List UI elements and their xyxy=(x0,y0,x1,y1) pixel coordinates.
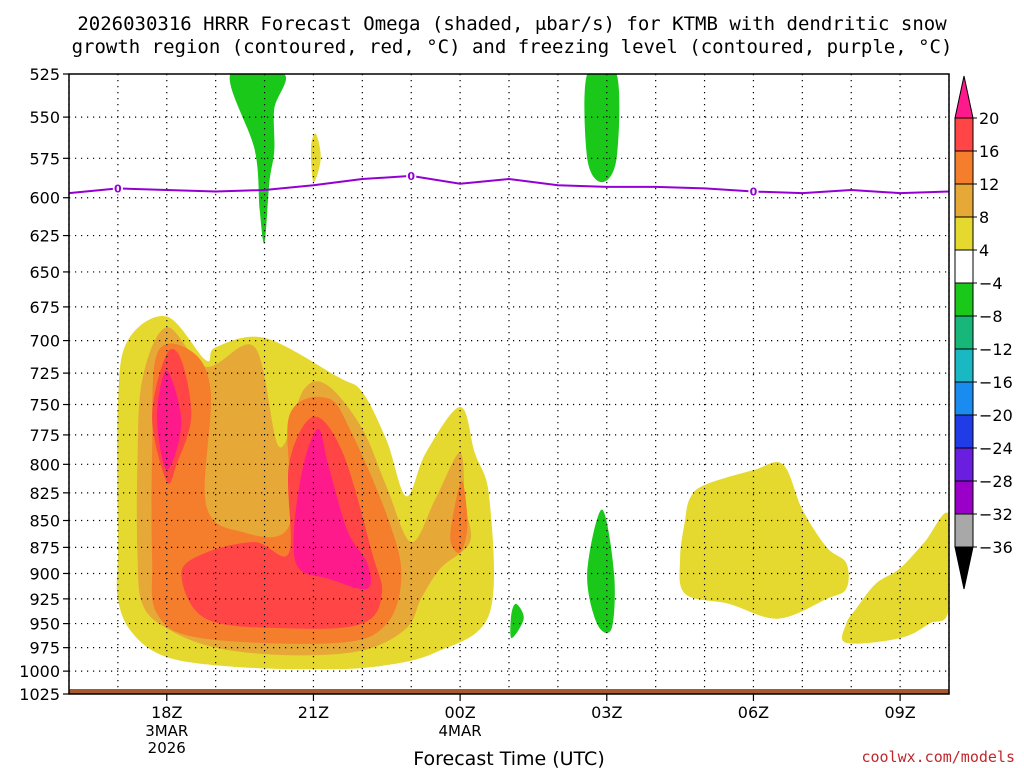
colorbar-label-1: 16 xyxy=(979,142,999,161)
colorbar-segment-4 xyxy=(954,216,974,251)
colorbar-label-2: 12 xyxy=(979,175,999,194)
colorbar-segment-6 xyxy=(954,282,974,317)
colorbar-segment-7 xyxy=(954,315,974,350)
omega-region-pos4-8 xyxy=(679,461,849,619)
omega-region-pos4-9 xyxy=(841,512,949,644)
y-tick-label-725: 725 xyxy=(29,364,60,383)
omega-shading-layer xyxy=(116,74,949,670)
colorbar-label-13: −36 xyxy=(979,538,1013,557)
y-tick-label-925: 925 xyxy=(29,590,60,609)
surface-strip xyxy=(69,689,949,694)
plot-frame xyxy=(68,73,950,695)
y-tick-label-700: 700 xyxy=(29,332,60,351)
x-tick-label-06Z: 06Z xyxy=(738,703,769,722)
x-tick-label-09Z: 09Z xyxy=(884,703,915,722)
colorbar-label-9: −20 xyxy=(979,406,1013,425)
y-tick-label-550: 550 xyxy=(29,108,60,127)
grid-layer xyxy=(68,74,950,694)
freezing-level-label-bg-2 xyxy=(748,184,759,198)
x-date-label-18Z: 3MAR xyxy=(145,722,188,740)
colorbar-segment-2 xyxy=(954,150,974,185)
x-tick-label-18Z: 18Z xyxy=(151,703,182,722)
colorbar-label-7: −12 xyxy=(979,340,1013,359)
x-tick-label-00Z: 00Z xyxy=(444,703,475,722)
colorbar-top-arrow xyxy=(954,75,974,119)
omega-region-pos20-6 xyxy=(157,370,182,471)
x-tick-label-03Z: 03Z xyxy=(591,703,622,722)
y-tick-label-825: 825 xyxy=(29,484,60,503)
y-tick-label-875: 875 xyxy=(29,538,60,557)
x-year-label-18Z: 2026 xyxy=(148,739,186,757)
chart-title-line-2: growth region (contoured, red, °C) and f… xyxy=(72,36,953,58)
colorbar-label-10: −24 xyxy=(979,439,1013,458)
y-tick-label-900: 900 xyxy=(29,564,60,583)
freezing-level-layer: 0 0 0 xyxy=(68,168,950,199)
omega-region-neg4-11 xyxy=(229,74,286,244)
colorbar-label-0: 20 xyxy=(979,109,999,128)
freezing-level-label-bg-0 xyxy=(112,181,123,195)
colorbar-segment-11 xyxy=(954,447,974,482)
omega-region-neg4-12 xyxy=(584,74,620,183)
colorbar-segment-12 xyxy=(954,480,974,515)
colorbar-segment-3 xyxy=(954,183,974,218)
omega-region-neg4-13 xyxy=(587,509,615,633)
y-tick-label-1025: 1025 xyxy=(19,685,60,704)
y-tick-label-975: 975 xyxy=(29,639,60,658)
x-axis-title: Forecast Time (UTC) xyxy=(413,748,604,768)
colorbar-label-5: −4 xyxy=(979,274,1003,293)
freezing-level-label-2: 0 xyxy=(750,186,758,199)
y-tick-label-575: 575 xyxy=(29,149,60,168)
surface-layer xyxy=(69,689,949,694)
colorbar-segment-5 xyxy=(954,249,974,284)
colorbar: 20 16 12 8 4 −4 −8 −12 −16 −20 −24 −28 −32 −36 xyxy=(954,75,1013,590)
colorbar-segment-13 xyxy=(954,513,974,548)
colorbar-segment-8 xyxy=(954,348,974,383)
freezing-level-label-bg-1 xyxy=(406,168,417,182)
y-tick-label-675: 675 xyxy=(29,298,60,317)
y-tick-label-525: 525 xyxy=(29,65,60,84)
freezing-level-label-0: 0 xyxy=(114,182,122,195)
y-tick-label-850: 850 xyxy=(29,512,60,531)
colorbar-label-8: −16 xyxy=(979,373,1013,392)
y-tick-label-1000: 1000 xyxy=(19,662,60,681)
x-tick-label-21Z: 21Z xyxy=(298,703,329,722)
y-tick-label-600: 600 xyxy=(29,189,60,208)
colorbar-label-6: −8 xyxy=(979,307,1003,326)
x-date-label-00Z: 4MAR xyxy=(439,722,482,740)
chart-title-line-1: 2026030316 HRRR Forecast Omega (shaded, … xyxy=(77,13,947,35)
y-axis: 525 550 575 600 625 650 675 700 725 750 775 800 825 8… xyxy=(19,65,69,704)
y-tick-label-650: 650 xyxy=(29,263,60,282)
freezing-level-line xyxy=(68,174,950,195)
credit-text: coolwx.com/models xyxy=(861,748,1015,766)
y-tick-label-800: 800 xyxy=(29,455,60,474)
colorbar-label-3: 8 xyxy=(979,208,989,227)
colorbar-bottom-arrow xyxy=(954,546,974,590)
omega-region-pos12-3 xyxy=(450,480,468,554)
omega-region-neg4-14 xyxy=(510,603,524,639)
y-tick-label-750: 750 xyxy=(29,396,60,415)
y-tick-label-775: 775 xyxy=(29,426,60,445)
y-tick-label-625: 625 xyxy=(29,227,60,246)
colorbar-label-4: 4 xyxy=(979,241,989,260)
colorbar-segment-9 xyxy=(954,381,974,416)
colorbar-label-12: −32 xyxy=(979,505,1013,524)
colorbar-label-11: −28 xyxy=(979,472,1013,491)
y-tick-label-950: 950 xyxy=(29,615,60,634)
colorbar-segment-1 xyxy=(954,117,974,152)
colorbar-segment-10 xyxy=(954,414,974,449)
freezing-level-label-1: 0 xyxy=(407,170,415,183)
